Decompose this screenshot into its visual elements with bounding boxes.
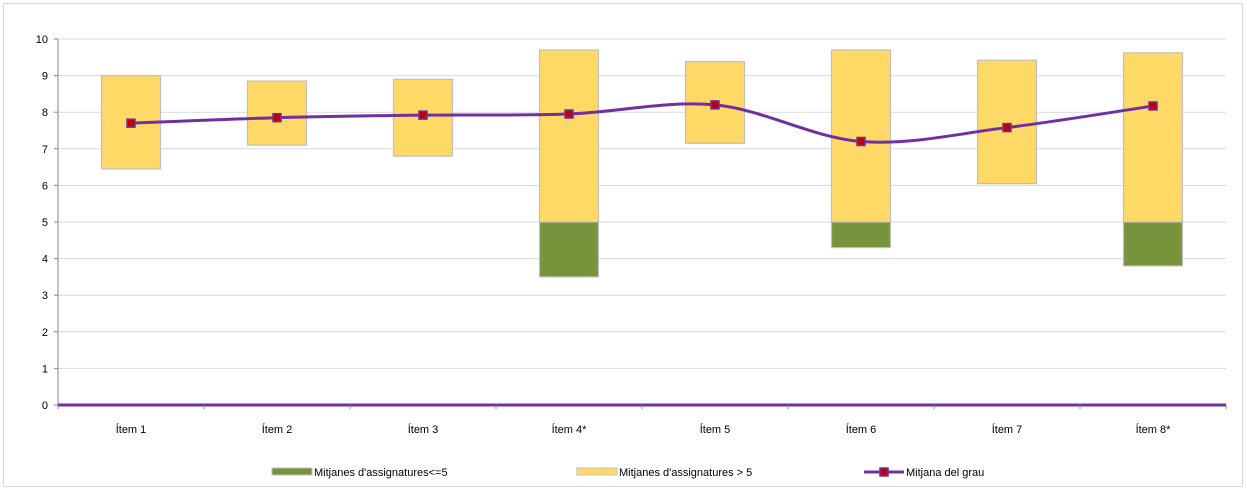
mean-point — [1002, 122, 1012, 133]
bar-above-5 — [830, 49, 892, 223]
gridlines — [58, 38, 1226, 369]
y-tick-label: 7 — [42, 144, 48, 156]
x-tick-label: Ítem 3 — [408, 423, 439, 436]
y-tick-label: 0 — [42, 400, 48, 412]
legend-swatch — [576, 467, 618, 476]
mean-point — [856, 136, 866, 147]
x-tick-label: Ítem 5 — [700, 423, 731, 436]
bar-above-5 — [1122, 52, 1184, 223]
x-tick-label: Ítem 2 — [262, 423, 293, 436]
legend-label: Mitjana del grau — [906, 467, 984, 479]
y-tick-label: 9 — [42, 71, 48, 83]
y-tick-label: 1 — [42, 363, 48, 375]
y-tick-label: 2 — [42, 327, 48, 339]
legend-swatch-marker — [879, 467, 889, 477]
line-series-mean — [126, 100, 1158, 147]
bars-series-below-5 — [538, 221, 1184, 278]
bar-above-5 — [538, 49, 600, 223]
mean-point — [272, 112, 282, 123]
x-tick-label: Ítem 8* — [1136, 423, 1172, 436]
y-tick-label: 10 — [36, 34, 48, 46]
y-tick-label: 6 — [42, 180, 48, 192]
chart-container: 0 1 2 3 4 5 6 7 8 9 10 Ítem 1 Ítem 2 Ítem 3 Ítem 4* Íte… — [3, 3, 1243, 487]
bar-below-5 — [538, 221, 600, 278]
legend: Mitjanes d'assignatures<=5 Mitjanes d'ass… — [271, 467, 984, 479]
x-tick-label: Ítem 7 — [992, 423, 1023, 436]
legend-label: Mitjanes d'assignatures > 5 — [619, 467, 752, 479]
y-tick-label: 8 — [42, 107, 48, 119]
y-tick-label: 3 — [42, 290, 48, 302]
mean-point — [1148, 101, 1158, 111]
x-tick-label: Ítem 4* — [552, 423, 588, 436]
x-tick-label: Ítem 6 — [846, 423, 877, 436]
tick-labels: 0 1 2 3 4 5 6 7 8 9 10 Ítem 1 Ítem 2 Ítem 3 Ítem 4* Íte… — [36, 34, 1171, 436]
y-tick-label: 4 — [42, 254, 48, 266]
mean-line — [130, 102, 1154, 144]
mean-point — [418, 110, 428, 120]
y-tick-label: 5 — [42, 217, 48, 229]
bar-above-5 — [976, 59, 1038, 185]
mean-point — [710, 100, 720, 110]
chart-svg: 0 1 2 3 4 5 6 7 8 9 10 Ítem 1 Ítem 2 Ítem 3 Ítem 4* Íte… — [36, 34, 1227, 479]
axes — [54, 38, 1227, 409]
bar-below-5 — [1122, 221, 1184, 267]
mean-point — [126, 118, 136, 128]
bar-below-5 — [830, 221, 892, 249]
mean-point — [564, 109, 574, 119]
legend-label: Mitjanes d'assignatures<=5 — [314, 467, 448, 479]
x-tick-label: Ítem 1 — [116, 423, 147, 436]
legend-swatch — [271, 467, 313, 476]
